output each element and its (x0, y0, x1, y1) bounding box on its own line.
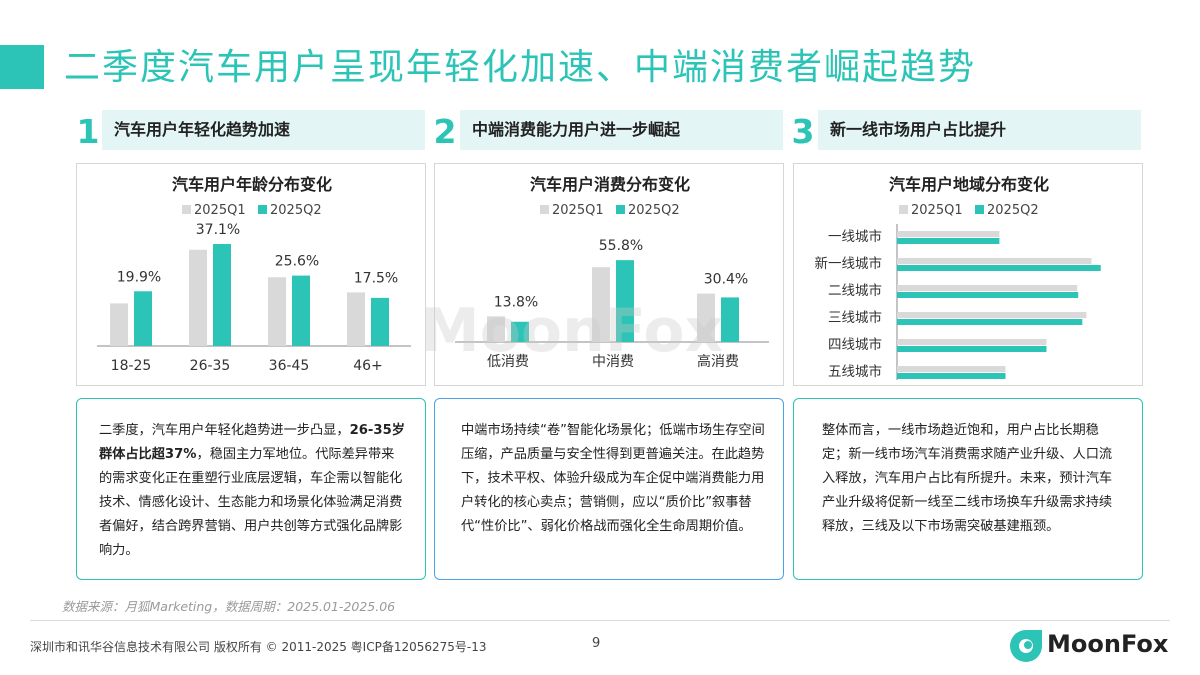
consumption-chart-svg: 汽车用户消费分布变化 2025Q1 2025Q2 13.8% 低消费 55.8% 中消费 30… (455, 175, 769, 370)
age-bar-q2-1 (213, 243, 231, 346)
region-legend-swatch-q1 (899, 205, 908, 214)
desc-3-text: 整体而言，一线市场趋近饱和，用户占比长期稳定；新一线市场汽车消费需求随产业升级、… (822, 423, 1113, 534)
consumption-bar-q1-2 (697, 293, 715, 342)
region-description: 整体而言，一线市场趋近饱和，用户占比长期稳定；新一线市场汽车消费需求随产业升级、… (793, 398, 1143, 580)
region-bar-q1-1 (897, 258, 1092, 264)
title-accent-bar (0, 45, 44, 89)
age-bar-q1-2 (268, 277, 286, 346)
region-bar-q2-1 (897, 265, 1101, 271)
section-3-heading: 新一线市场用户占比提升 (818, 110, 1141, 150)
age-data-label-2: 25.6% (275, 254, 319, 270)
data-source: 数据来源：月狐Marketing，数据周期：2025.01-2025.06 (62, 599, 396, 614)
region-tick-label-4: 四线城市 (828, 336, 882, 353)
region-legend-label-q1: 2025Q1 (911, 203, 963, 218)
page-title: 二季度汽车用户呈现年轻化加速、中端消费者崛起趋势 (64, 47, 977, 88)
age-title: 汽车用户年龄分布变化 (172, 175, 332, 194)
desc-1-post: ，稳固主力军地位。代际差异带来的需求变化正在重塑行业底层逻辑，车企需以智能化技术… (99, 447, 403, 558)
consumption-legend-label-q1: 2025Q1 (552, 203, 604, 218)
age-bar-q2-2 (292, 275, 310, 346)
desc-2-text: 中端市场持续“卷”智能化场景化；低端市场生存空间压缩，产品质量与安全性得到更普遍… (461, 423, 765, 534)
consumption-description: 中端市场持续“卷”智能化场景化；低端市场生存空间压缩，产品质量与安全性得到更普遍… (434, 398, 784, 580)
region-legend-label-q2: 2025Q2 (987, 203, 1039, 218)
region-bar-q1-5 (897, 366, 1006, 372)
region-title: 汽车用户地域分布变化 (889, 175, 1049, 194)
consumption-tick-label-1: 中消费 (592, 354, 634, 370)
region-tick-label-5: 五线城市 (828, 363, 882, 380)
consumption-bar-q2-1 (616, 260, 634, 342)
age-bar-q2-3 (371, 297, 389, 346)
region-tick-label-1: 新一线城市 (815, 255, 883, 272)
age-tick-label-3: 46+ (353, 358, 383, 374)
age-description: 二季度，汽车用户年轻化趋势进一步凸显，26-35岁群体占比超37%，稳固主力军地… (76, 398, 426, 580)
region-bar-q2-3 (897, 319, 1083, 325)
age-bar-q1-1 (189, 249, 207, 346)
consumption-bar-q2-2 (721, 297, 739, 342)
consumption-bar-q1-0 (487, 316, 505, 342)
region-tick-label-2: 二线城市 (828, 282, 882, 299)
consumption-legend-swatch-q2 (616, 205, 625, 214)
consumption-bar-q1-1 (592, 267, 610, 342)
age-data-label-0: 19.9% (117, 269, 161, 285)
region-bar-q2-2 (897, 292, 1079, 298)
consumption-data-label-2: 30.4% (704, 272, 748, 288)
footer-divider (30, 620, 1170, 621)
moonfox-logo-icon (1010, 630, 1042, 662)
region-chart-svg: 汽车用户地域分布变化 2025Q1 2025Q2 一线城市新一线城市二线城市三线城市四… (815, 175, 1101, 380)
region-legend-swatch-q2 (975, 205, 984, 214)
age-data-label-3: 17.5% (354, 270, 398, 286)
consumption-legend-label-q2: 2025Q2 (628, 203, 680, 218)
watermark: MoonFox (420, 296, 724, 366)
consumption-data-label-1: 55.8% (599, 238, 643, 254)
age-bar-q1-0 (110, 303, 128, 346)
copyright: 深圳市和讯华谷信息技术有限公司 版权所有 © 2011-2025 粤ICP备12… (30, 640, 487, 654)
age-legend-label-q2: 2025Q2 (270, 203, 322, 218)
consumption-data-label-0: 13.8% (494, 294, 538, 310)
section-1-number: 1 (76, 112, 100, 151)
age-data-label-1: 37.1% (196, 222, 240, 238)
region-bar-q1-0 (897, 231, 1000, 237)
age-tick-label-0: 18-25 (111, 358, 152, 374)
consumption-legend-swatch-q1 (540, 205, 549, 214)
region-bar-q2-4 (897, 346, 1047, 352)
age-chart-svg: 汽车用户年龄分布变化 2025Q1 2025Q2 19.9% 18-25 37.1% 26-… (97, 175, 411, 374)
region-bar-q2-0 (897, 238, 1000, 244)
age-legend-label-q1: 2025Q1 (194, 203, 246, 218)
page-number: 9 (592, 636, 601, 651)
region-bar-q1-4 (897, 339, 1047, 345)
region-distribution-chart: 汽车用户地域分布变化 2025Q1 2025Q2 一线城市新一线城市二线城市三线城市四… (793, 163, 1143, 386)
region-bar-q1-3 (897, 312, 1087, 318)
section-2-heading: 中端消费能力用户进一步崛起 (460, 110, 783, 150)
desc-1-bold: 26-35岁群体占比超37% (99, 423, 405, 462)
section-2-number: 2 (433, 112, 457, 151)
age-distribution-chart: 汽车用户年龄分布变化 2025Q1 2025Q2 19.9% 18-25 37.1% 26-… (76, 163, 426, 386)
desc-1-pre: 二季度，汽车用户年轻化趋势进一步凸显， (99, 423, 350, 438)
consumption-tick-label-2: 高消费 (697, 353, 739, 370)
region-tick-label-3: 三线城市 (828, 309, 882, 326)
consumption-bar-q2-0 (511, 321, 529, 342)
section-3-number: 3 (791, 112, 815, 151)
age-tick-label-2: 36-45 (269, 358, 310, 374)
consumption-distribution-chart: 汽车用户消费分布变化 2025Q1 2025Q2 13.8% 低消费 55.8% 中消费 30… (434, 163, 784, 386)
age-legend-swatch-q1 (182, 205, 191, 214)
consumption-title: 汽车用户消费分布变化 (530, 175, 690, 194)
age-bar-q2-0 (134, 291, 152, 346)
logo-text: MoonFox (1047, 630, 1169, 658)
age-bar-q1-3 (347, 292, 365, 346)
consumption-tick-label-0: 低消费 (487, 354, 529, 370)
age-legend-swatch-q2 (258, 205, 267, 214)
section-1-heading: 汽车用户年轻化趋势加速 (102, 110, 425, 150)
region-tick-label-0: 一线城市 (828, 228, 882, 245)
age-tick-label-1: 26-35 (190, 358, 231, 374)
region-bar-q1-2 (897, 285, 1078, 291)
region-bar-q2-5 (897, 373, 1006, 379)
